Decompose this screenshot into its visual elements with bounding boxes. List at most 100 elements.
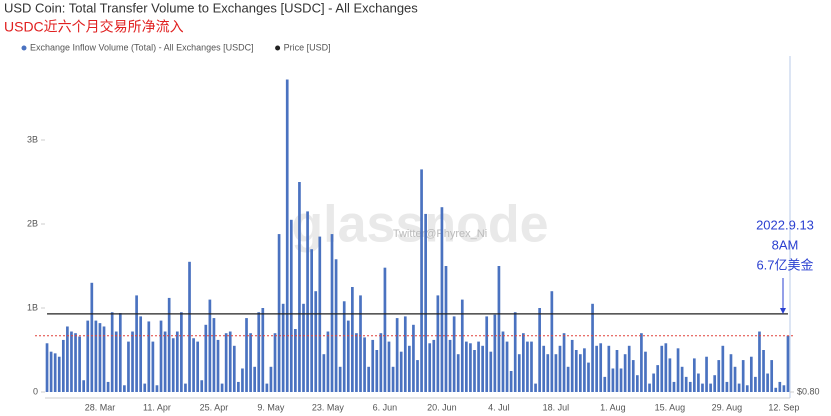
bar bbox=[383, 267, 387, 392]
bar bbox=[355, 333, 358, 392]
bar bbox=[595, 345, 598, 392]
bar bbox=[603, 376, 607, 392]
bar bbox=[269, 366, 273, 392]
bar bbox=[118, 313, 122, 392]
bar bbox=[436, 295, 440, 392]
bar bbox=[452, 316, 456, 392]
bar bbox=[758, 331, 761, 392]
annotation: 8AM bbox=[772, 237, 799, 252]
bar bbox=[78, 336, 81, 392]
bar bbox=[391, 366, 395, 392]
x-tick-label: 4. Jul bbox=[488, 402, 510, 412]
bar bbox=[159, 320, 163, 392]
bar bbox=[351, 287, 354, 392]
bar bbox=[200, 380, 204, 392]
legend-label: Price [USD] bbox=[284, 42, 331, 52]
bar bbox=[583, 348, 586, 392]
bar bbox=[66, 326, 69, 392]
bar bbox=[57, 356, 61, 392]
bar bbox=[656, 365, 660, 392]
bar bbox=[216, 339, 220, 392]
bar bbox=[717, 360, 721, 392]
bar bbox=[623, 354, 627, 392]
bar bbox=[127, 341, 130, 392]
bar bbox=[102, 326, 106, 392]
chart-title: USD Coin: Total Transfer Volume to Excha… bbox=[4, 0, 418, 15]
bar bbox=[228, 331, 232, 392]
bar bbox=[342, 301, 346, 392]
bar bbox=[591, 303, 594, 392]
bar bbox=[729, 354, 733, 392]
bar bbox=[456, 354, 460, 392]
bar bbox=[737, 383, 741, 392]
bar bbox=[184, 383, 187, 392]
bar bbox=[196, 341, 200, 392]
bar bbox=[749, 356, 753, 392]
bar bbox=[363, 337, 366, 392]
y2-tick-label: $0.80 bbox=[797, 386, 820, 396]
bar bbox=[692, 358, 696, 392]
bar bbox=[538, 308, 541, 392]
bar bbox=[460, 299, 464, 392]
bar bbox=[273, 333, 277, 392]
bar bbox=[171, 338, 175, 392]
bar bbox=[485, 316, 489, 392]
bar bbox=[408, 345, 411, 392]
bar bbox=[143, 383, 147, 392]
bar bbox=[82, 380, 86, 392]
bar bbox=[778, 381, 782, 392]
annotation: 2022.9.13 bbox=[756, 217, 814, 232]
bar bbox=[733, 366, 737, 392]
bar bbox=[379, 333, 383, 392]
bar bbox=[672, 381, 676, 392]
bar bbox=[741, 360, 745, 392]
bar bbox=[587, 362, 590, 392]
x-tick-label: 1. Aug bbox=[600, 402, 626, 412]
legend-swatch bbox=[275, 45, 281, 51]
bar bbox=[644, 351, 647, 392]
bar bbox=[224, 333, 228, 392]
bar bbox=[375, 350, 379, 392]
bar bbox=[701, 383, 704, 392]
bar bbox=[770, 360, 774, 392]
y-tick-label: 2B bbox=[27, 218, 38, 228]
bar bbox=[420, 169, 423, 392]
bar bbox=[660, 345, 664, 392]
bar bbox=[469, 343, 472, 392]
bar bbox=[114, 331, 118, 392]
bar bbox=[310, 249, 313, 392]
x-tick-label: 11. Apr bbox=[143, 402, 171, 412]
bar bbox=[754, 376, 757, 392]
x-tick-label: 20. Jun bbox=[427, 402, 457, 412]
bar bbox=[627, 345, 631, 392]
x-tick-label: 28. Mar bbox=[85, 402, 116, 412]
x-tick-label: 12. Sep bbox=[768, 402, 799, 412]
bar bbox=[473, 350, 476, 392]
bar bbox=[245, 318, 248, 392]
bar bbox=[566, 366, 570, 392]
x-tick-label: 25. Apr bbox=[200, 402, 229, 412]
bar bbox=[289, 219, 293, 392]
bar bbox=[98, 323, 102, 392]
bar bbox=[90, 282, 94, 392]
bar bbox=[432, 339, 436, 392]
bar bbox=[615, 350, 619, 392]
bar bbox=[648, 383, 651, 392]
bar bbox=[481, 345, 484, 392]
bar bbox=[558, 345, 562, 392]
bar bbox=[599, 343, 603, 392]
bar bbox=[163, 331, 167, 392]
bar bbox=[212, 318, 216, 392]
bar bbox=[139, 316, 143, 392]
bar bbox=[249, 333, 252, 392]
bar bbox=[412, 324, 415, 392]
bar bbox=[619, 368, 623, 392]
bar bbox=[477, 341, 480, 392]
bar bbox=[697, 373, 700, 392]
bar bbox=[497, 266, 501, 392]
bar bbox=[542, 345, 546, 392]
bar bbox=[399, 351, 403, 392]
bar bbox=[489, 351, 493, 392]
bar bbox=[424, 213, 427, 392]
watermark-credit: Twitter@Phyrex_Ni bbox=[393, 228, 487, 240]
